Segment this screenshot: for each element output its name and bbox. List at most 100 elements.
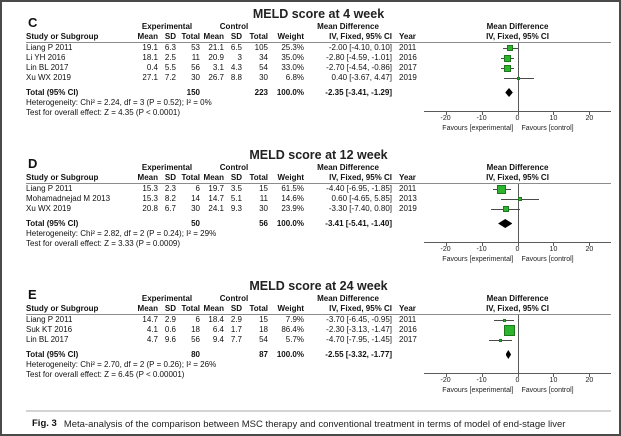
ctl-mean: 24.1 (208, 204, 224, 213)
exp-total: 56 (191, 63, 200, 72)
empty-cell (134, 349, 158, 360)
heterogeneity-text: Heterogeneity: Chi² = 2.70, df = 2 (P = … (26, 360, 217, 369)
exp-mean: 14.7 (142, 315, 158, 324)
plot-effect-model-header: IV, Fixed, 95% CI (486, 173, 549, 182)
ci-text: -2.80 [-4.59, -1.01] (326, 53, 392, 62)
axis-tick (445, 111, 447, 115)
forest-table-row: Lin BL 2017 4.7 9.6 56 9.4 7.7 54 5.7% -4.70 [-7… (26, 335, 611, 345)
effect-square (502, 206, 509, 212)
exp-sd: 8.2 (164, 194, 176, 203)
ctl-mean: 19.7 (208, 184, 224, 193)
ctl-total: 15 (259, 315, 268, 324)
plot-effect-model-header: IV, Fixed, 95% CI (486, 32, 549, 41)
exp-mean: 15.3 (142, 184, 158, 193)
total-ci-text: -2.55 [-3.32, -1.77] (325, 350, 392, 359)
empty-cell (158, 218, 176, 229)
weight: 86.4% (281, 325, 304, 334)
figure-caption: Fig. 3 Meta-analysis of the comparison b… (26, 410, 611, 434)
mean-difference-header-table: Mean Difference (317, 22, 379, 31)
overall-effect-text: Test for overall effect: Z = 3.33 (P = 0… (26, 239, 181, 248)
mean-difference-header-plot: Mean Difference (486, 22, 549, 31)
column-header-ci: IV, Fixed, 95% CI (329, 32, 392, 41)
ctl-sd: 6.5 (230, 43, 242, 52)
effect-square (503, 54, 511, 62)
axis-tick (589, 373, 591, 377)
axis-tick (553, 111, 555, 115)
ctl-mean: 6.4 (212, 325, 224, 334)
ctl-total: 54 (259, 335, 268, 344)
study-name: Lin BL 2017 (26, 63, 69, 72)
axis-tick-label: 20 (585, 246, 594, 253)
mean-difference-header-table: Mean Difference (317, 163, 379, 172)
ctl-total: 54 (259, 63, 268, 72)
column-header-year: Year (399, 173, 416, 182)
ci-text: -2.30 [-3.13, -1.47] (326, 325, 392, 334)
axis-tick-label: -10 (476, 115, 487, 122)
exp-sd: 6.7 (164, 204, 176, 213)
effect-square (517, 76, 521, 80)
column-header-ctl-sd: SD (230, 173, 242, 182)
total-diamond (505, 88, 513, 97)
empty-cell (392, 349, 420, 360)
ctl-mean: 9.4 (212, 335, 224, 344)
total-weight: 100.0% (276, 219, 304, 228)
forest-plot: -20 -10 0 10 20 Favours [experimental] Favours… (424, 43, 611, 135)
favours-right-label: Favours [control] (521, 387, 574, 394)
year: 2011 (399, 315, 417, 324)
empty-cell (158, 87, 176, 98)
panel-header-groups: Experimental Control Mean Difference Mean D… (26, 22, 611, 32)
empty-cell (200, 218, 224, 229)
ctl-sd: 8.8 (230, 73, 242, 82)
axis-tick-label: 20 (585, 377, 594, 384)
forest-panel-d: MELD score at 12 week D Experimental Contro… (26, 148, 611, 266)
column-header-exp-total: Total (181, 173, 200, 182)
weight: 25.3% (281, 43, 304, 52)
column-header-weight: Weight (277, 304, 304, 313)
axis-tick (589, 242, 591, 246)
axis-tick-label: -10 (476, 246, 487, 253)
ctl-total: 105 (254, 43, 268, 52)
column-header-ctl-mean: Mean (203, 304, 224, 313)
panel-header-columns: Study or Subgroup Mean SD Total Mean SD Total W… (26, 173, 611, 184)
figure-caption-text: Meta-analysis of the comparison between … (63, 419, 566, 434)
axis-tick-label: 20 (585, 115, 594, 122)
axis-tick (445, 373, 447, 377)
effect-square (497, 184, 507, 194)
panel-header-groups: Experimental Control Mean Difference Mean D… (26, 294, 611, 304)
total-ctl-total: 223 (254, 88, 268, 97)
total-diamond (505, 350, 512, 359)
column-header-ctl-mean: Mean (203, 173, 224, 182)
year: 2017 (399, 63, 417, 72)
ctl-total: 11 (259, 194, 268, 203)
axis-tick-label: -20 (440, 246, 451, 253)
total-ctl-total: 56 (259, 219, 268, 228)
axis-tick (517, 373, 519, 377)
year: 2011 (399, 184, 417, 193)
column-header-ctl-sd: SD (230, 304, 242, 313)
weight: 14.6% (281, 194, 304, 203)
ctl-sd: 1.7 (230, 325, 242, 334)
year: 2013 (399, 194, 417, 203)
weight: 23.9% (281, 204, 304, 213)
study-name: Liang P 2011 (26, 184, 73, 193)
exp-mean: 15.3 (142, 194, 158, 203)
ctl-total: 30 (259, 204, 268, 213)
ctl-sd: 5.1 (230, 194, 242, 203)
column-header-study: Study or Subgroup (26, 173, 99, 182)
empty-cell (224, 349, 242, 360)
forest-plot: -20 -10 0 10 20 Favours [experimental] Favours… (424, 315, 611, 397)
empty-cell (224, 87, 242, 98)
exp-mean: 4.1 (146, 325, 158, 334)
column-header-study: Study or Subgroup (26, 32, 99, 41)
axis-tick-label: 0 (515, 115, 520, 122)
axis-tick (445, 242, 447, 246)
exp-mean: 18.1 (142, 53, 158, 62)
column-header-ci: IV, Fixed, 95% CI (329, 173, 392, 182)
weight: 6.8% (285, 73, 304, 82)
total-exp-total: 50 (191, 219, 200, 228)
exp-total: 56 (191, 335, 200, 344)
axis-tick-label: 10 (549, 115, 558, 122)
total-row: Total (95% CI) 150 223 100.0% -2.35 [-3.41, … (26, 87, 611, 98)
favours-right-label: Favours [control] (521, 256, 574, 263)
